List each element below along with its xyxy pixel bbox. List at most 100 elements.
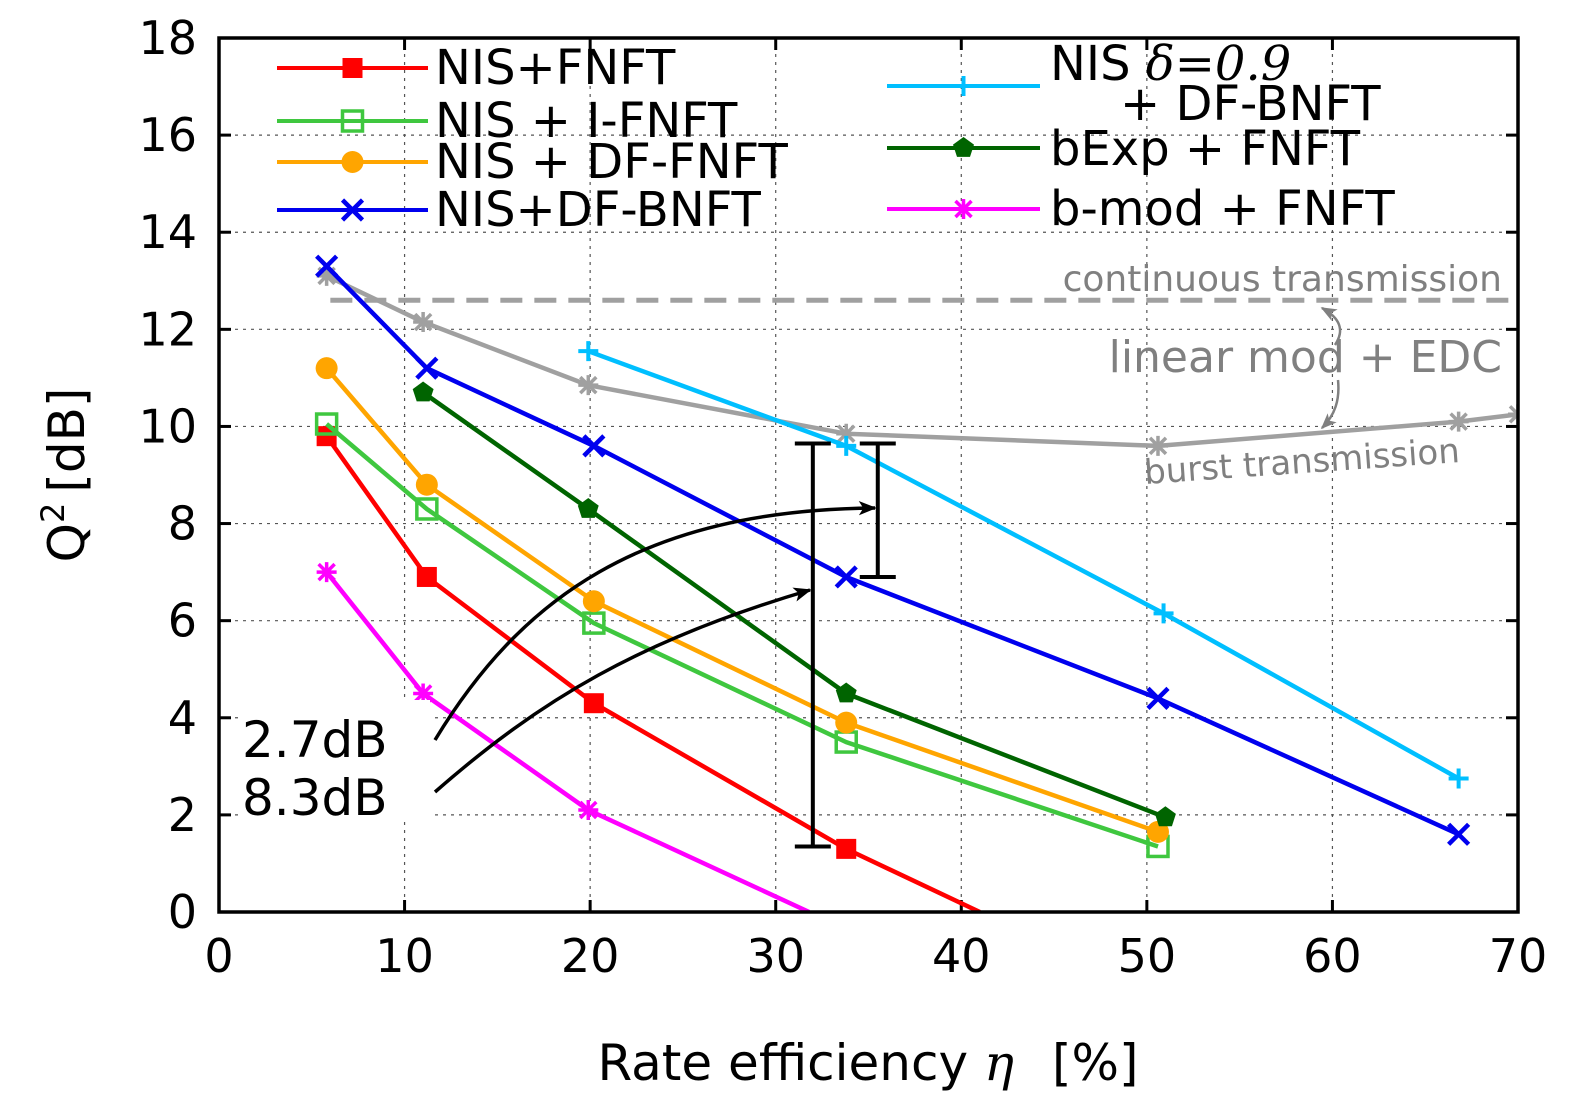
axis-ticks: 0 10 20 30 40 50 60 70 0 2 4 6 8 10 12 14 16 18 [138, 11, 1547, 983]
legend-label-nis-i-fnft: NIS + I-FNFT [435, 93, 738, 149]
continuous-transmission-label: continuous transmission [1063, 259, 1502, 300]
linear-mod-edc-label: linear mod + EDC [1109, 332, 1502, 383]
series-line-nis-df-fnft [324, 366, 1159, 835]
grid [219, 38, 1518, 912]
y-tick-label: 12 [138, 302, 197, 356]
linear-mod-edc-arrow-down [1320, 379, 1340, 430]
y-tick-label: 18 [138, 11, 197, 65]
legend-label-bexp-fnft: bExp + FNFT [1050, 121, 1361, 177]
y-tick-label: 14 [138, 205, 197, 259]
data-point-b-mod-fnft [578, 800, 599, 821]
legend-marker-nis-df-bnft [340, 198, 365, 222]
data-point-bexp-fnft [835, 682, 857, 703]
series-linear-mod-edc-burst [316, 265, 1518, 456]
y-tick-label: 4 [168, 691, 197, 745]
legend-item-nis-df-fnft: NIS + DF-FNFT [277, 134, 788, 190]
data-point-nis-fnft [583, 693, 604, 714]
data-point-nis-df-bnft [1146, 686, 1170, 710]
series-layer [314, 254, 1518, 912]
legend-marker-symbol [953, 137, 974, 157]
data-point-bexp-fnft [577, 498, 599, 518]
data-point-nis-delta [578, 341, 599, 362]
series-line-bexp-fnft [421, 390, 1167, 820]
data-point-nis-fnft [836, 838, 857, 859]
series-line-b-mod-fnft [324, 570, 811, 912]
data-point-linear-mod-edc-burst [1448, 411, 1469, 432]
burst-transmission-label: burst transmission [1143, 431, 1461, 493]
data-point-linear-mod-edc-burst [836, 423, 857, 444]
gap-small-label: 2.7dB [242, 711, 388, 769]
plot-frame [217, 36, 1520, 914]
data-point-nis-i-fnft [314, 412, 339, 436]
legend-item-nis-i-fnft: NIS + I-FNFT [277, 93, 738, 149]
x-tick-label: 60 [1303, 929, 1362, 983]
series-line-nis-i-fnft [325, 422, 1159, 849]
gap-small-arrow [433, 500, 877, 741]
x-tick-label: 40 [932, 929, 991, 983]
data-point-nis-fnft [416, 566, 437, 587]
data-point-nis-df-fnft [315, 357, 338, 380]
series-nis-delta [578, 341, 1469, 789]
x-tick-label: 0 [204, 929, 233, 983]
series-nis-df-fnft [315, 357, 1169, 843]
legend-marker-b-mod-fnft [953, 199, 974, 219]
legend-label-b-mod-fnft: b-mod + FNFT [1050, 181, 1395, 237]
legend-label-nis-delta: NIS δ=0.9 [1050, 36, 1291, 92]
legend-marker-symbol [340, 198, 365, 222]
legend-marker-nis-delta-df-bnft [953, 76, 974, 96]
data-point-linear-mod-edc-burst [316, 265, 337, 286]
x-axis-label: Rate efficiency η [%] [598, 1034, 1139, 1092]
data-point-nis-delta [1448, 768, 1469, 789]
data-point-nis-df-bnft [582, 434, 606, 458]
series-b-mod-fnft [316, 562, 811, 912]
y-tick-label: 8 [168, 497, 197, 551]
legend-label-nis-fnft: NIS+FNFT [435, 40, 676, 96]
gap-large-label: 8.3dB [242, 769, 388, 827]
data-point-nis-df-bnft [1447, 822, 1471, 846]
legend-marker-nis-i-fnft [340, 109, 365, 133]
data-point-nis-delta [836, 435, 857, 456]
data-point-b-mod-fnft [413, 683, 434, 704]
data-point-bexp-fnft [412, 381, 434, 402]
legend-marker-bexp-fnft [953, 137, 974, 157]
series-line-nis-df-bnft [324, 264, 1460, 837]
data-point-nis-delta [1153, 603, 1174, 624]
legend-marker-symbol [340, 109, 365, 133]
legend-label-df-bnft-cont: + DF-BNFT [1120, 76, 1381, 132]
series-line-nis-delta [587, 349, 1460, 781]
legend-marker-nis-fnft [342, 58, 363, 78]
legend-item-nis-df-bnft: NIS+DF-BNFT [277, 182, 762, 238]
y-axis-label: Q2[dB] [34, 388, 96, 563]
data-point-nis-i-fnft [415, 497, 439, 521]
errorbar-large [794, 441, 831, 849]
legend-label-nis-df-fnft: NIS + DF-FNFT [435, 134, 788, 190]
errorbar-small [859, 441, 896, 579]
series-bexp-fnft [412, 381, 1176, 827]
linear-mod-edc-arrow-up [1320, 306, 1342, 346]
y-tick-label: 2 [168, 788, 197, 842]
data-point-linear-mod-edc-burst [1147, 435, 1168, 456]
legend-item-bexp-fnft: bExp + FNFT [887, 121, 1361, 177]
gap-large-arrow [433, 587, 812, 794]
data-point-nis-df-fnft [835, 711, 858, 734]
data-point-nis-df-bnft [834, 565, 858, 589]
gap-label-background [240, 700, 430, 820]
x-tick-label: 30 [746, 929, 805, 983]
x-tick-label: 20 [561, 929, 620, 983]
data-point-linear-mod-edc-burst [413, 312, 434, 333]
data-point-nis-df-fnft [415, 473, 438, 496]
y-tick-label: 6 [168, 594, 197, 648]
data-point-nis-df-bnft [315, 254, 339, 278]
legend: NIS+FNFT NIS + I-FNFT NIS + DF-FNFT NIS+… [277, 36, 1395, 238]
x-tick-label: 50 [1118, 929, 1177, 983]
data-point-linear-mod-edc-burst [578, 375, 599, 396]
series-nis-df-bnft [315, 254, 1471, 846]
data-point-b-mod-fnft [316, 562, 337, 583]
y-tick-label: 10 [138, 399, 197, 453]
x-tick-label: 10 [375, 929, 434, 983]
legend-item-nis-delta-df-bnft: NIS δ=0.9 + DF-BNFT [887, 36, 1381, 132]
legend-marker-symbol [953, 199, 974, 219]
legend-marker-symbol [953, 76, 974, 96]
data-point-bexp-fnft [1155, 806, 1176, 827]
